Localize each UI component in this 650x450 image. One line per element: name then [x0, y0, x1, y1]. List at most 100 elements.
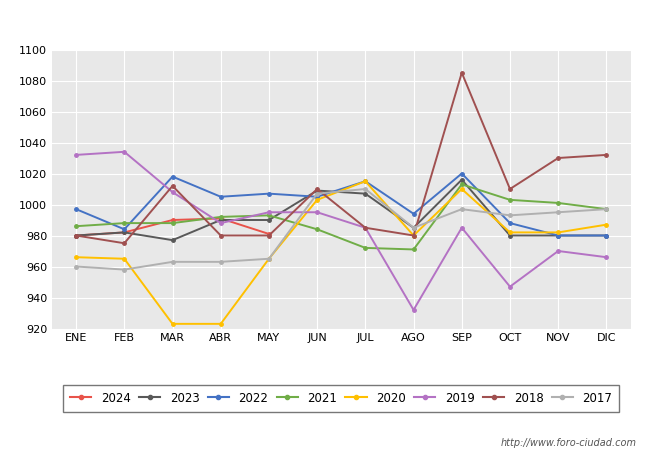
2019 — [313, 210, 321, 215]
2019 — [361, 225, 369, 230]
2021 — [506, 197, 514, 202]
2023 — [361, 191, 369, 196]
2019 — [217, 220, 225, 226]
2024 — [265, 231, 273, 237]
2023 — [410, 225, 417, 230]
2020 — [265, 256, 273, 261]
2017 — [265, 256, 273, 261]
2022 — [361, 179, 369, 184]
2017 — [458, 207, 465, 212]
2022 — [72, 207, 80, 212]
2023 — [120, 230, 128, 235]
2021 — [458, 182, 465, 187]
2017 — [313, 191, 321, 196]
2020 — [506, 230, 514, 235]
2022 — [410, 211, 417, 216]
2021 — [72, 224, 80, 229]
2019 — [120, 149, 128, 154]
2020 — [313, 197, 321, 202]
2022 — [265, 191, 273, 196]
2017 — [603, 207, 610, 212]
2020 — [554, 230, 562, 235]
2024 — [168, 217, 176, 223]
2019 — [506, 284, 514, 289]
2020 — [361, 179, 369, 184]
2022 — [506, 220, 514, 226]
2017 — [72, 264, 80, 269]
2023 — [72, 233, 80, 238]
Line: 2023: 2023 — [74, 178, 608, 242]
2020 — [168, 321, 176, 327]
2023 — [603, 233, 610, 238]
2017 — [168, 259, 176, 265]
2022 — [217, 194, 225, 199]
2019 — [554, 248, 562, 254]
2021 — [265, 213, 273, 218]
2021 — [410, 247, 417, 252]
2023 — [168, 238, 176, 243]
2021 — [168, 220, 176, 226]
2018 — [506, 186, 514, 192]
2022 — [168, 174, 176, 179]
2021 — [217, 214, 225, 220]
2022 — [313, 194, 321, 199]
2023 — [554, 233, 562, 238]
2018 — [603, 152, 610, 158]
2020 — [458, 186, 465, 192]
Line: 2017: 2017 — [74, 187, 608, 271]
Line: 2022: 2022 — [74, 172, 608, 237]
2019 — [72, 152, 80, 158]
2018 — [120, 241, 128, 246]
Legend: 2024, 2023, 2022, 2021, 2020, 2019, 2018, 2017: 2024, 2023, 2022, 2021, 2020, 2019, 2018… — [63, 385, 619, 412]
Text: http://www.foro-ciudad.com: http://www.foro-ciudad.com — [501, 438, 637, 448]
2020 — [603, 222, 610, 227]
2017 — [217, 259, 225, 265]
2020 — [120, 256, 128, 261]
2018 — [72, 233, 80, 238]
2024 — [217, 216, 225, 221]
Text: Afiliados en Santa Cruz de la Zarza a 31/5/2024: Afiliados en Santa Cruz de la Zarza a 31… — [122, 13, 528, 28]
2017 — [554, 210, 562, 215]
2017 — [506, 213, 514, 218]
2024 — [120, 230, 128, 235]
2023 — [265, 217, 273, 223]
2021 — [361, 245, 369, 251]
2017 — [410, 225, 417, 230]
2019 — [410, 307, 417, 313]
2024 — [72, 233, 80, 238]
2022 — [603, 233, 610, 238]
Line: 2021: 2021 — [74, 183, 608, 251]
2023 — [506, 233, 514, 238]
Line: 2024: 2024 — [74, 217, 270, 237]
2018 — [458, 70, 465, 76]
2017 — [120, 267, 128, 272]
2018 — [361, 225, 369, 230]
2019 — [603, 255, 610, 260]
2020 — [72, 255, 80, 260]
Line: 2019: 2019 — [74, 150, 608, 312]
2019 — [265, 210, 273, 215]
2019 — [168, 189, 176, 195]
2018 — [410, 233, 417, 238]
2023 — [458, 177, 465, 182]
2017 — [361, 186, 369, 192]
2021 — [554, 200, 562, 206]
Line: 2018: 2018 — [74, 71, 608, 245]
2018 — [168, 183, 176, 189]
2019 — [458, 225, 465, 230]
2018 — [554, 155, 562, 161]
Line: 2020: 2020 — [74, 180, 608, 326]
2021 — [603, 207, 610, 212]
2021 — [120, 220, 128, 226]
2021 — [313, 227, 321, 232]
2020 — [217, 321, 225, 327]
2018 — [217, 233, 225, 238]
2020 — [410, 233, 417, 238]
2022 — [458, 171, 465, 176]
2023 — [217, 217, 225, 223]
2022 — [554, 233, 562, 238]
2018 — [313, 186, 321, 192]
2022 — [120, 227, 128, 232]
2023 — [313, 188, 321, 193]
2018 — [265, 233, 273, 238]
